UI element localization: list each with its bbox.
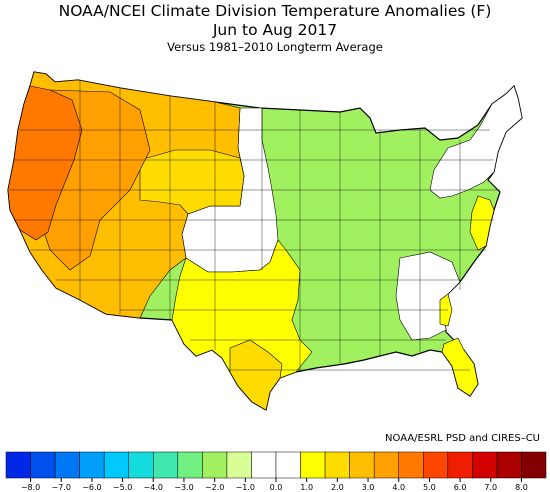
legend-tick-label: 6.0	[453, 483, 467, 492]
legend-tick-label: 0.0	[269, 483, 283, 492]
map-period: Jun to Aug 2017	[212, 21, 338, 39]
legend-tick-label: −5.0	[112, 483, 133, 492]
legend-swatch	[521, 451, 547, 479]
legend-tick-label: −1.0	[235, 483, 256, 492]
legend-swatch	[202, 451, 228, 479]
legend-tick-label: 1.0	[300, 483, 314, 492]
legend-swatch	[226, 451, 252, 479]
region-mid-atlantic-0-1	[469, 195, 495, 251]
legend-swatch	[54, 451, 80, 479]
legend-swatch	[373, 451, 399, 479]
legend-swatch	[177, 451, 203, 479]
legend-tick-label: 3.0	[361, 483, 375, 492]
region-texas-coast-1-2	[229, 339, 283, 411]
legend-tick-label: −8.0	[20, 483, 41, 492]
legend-swatch	[496, 451, 522, 479]
legend-swatch	[251, 451, 277, 479]
legend-tick-label: 8.0	[515, 483, 528, 492]
region-northeast-zero	[429, 85, 523, 199]
legend-tick-label: −3.0	[174, 483, 194, 492]
legend-tick-label: 5.0	[423, 483, 436, 492]
legend-swatch	[79, 451, 105, 479]
legend-swatch	[423, 451, 449, 479]
legend-tick-label: 2.0	[330, 483, 344, 492]
legend-swatch	[398, 451, 424, 479]
legend-swatch	[153, 451, 179, 479]
legend-swatch	[275, 451, 301, 479]
legend-tick-label: −4.0	[143, 483, 163, 492]
division-borders	[10, 80, 500, 371]
map-title: NOAA/NCEI Climate Division Temperature A…	[58, 2, 492, 20]
legend-swatch	[324, 451, 350, 479]
legend-swatch	[472, 451, 498, 479]
map-baseline: Versus 1981–2010 Longterm Average	[167, 40, 383, 54]
region-north-plains-1-2	[139, 149, 245, 215]
legend-swatch	[128, 451, 154, 479]
legend-tick-label: −6.0	[82, 483, 102, 492]
legend-swatch	[103, 451, 129, 479]
legend-tick-label: 7.0	[484, 483, 498, 492]
region-florida-0-1	[441, 337, 479, 397]
legend-swatch	[447, 451, 473, 479]
credit-label: NOAA/ESRL PSD and CIRES–CU	[385, 433, 540, 444]
legend-tick-label: 4.0	[392, 483, 406, 492]
legend-tick-label: −2.0	[204, 483, 225, 492]
legend-swatch	[300, 451, 326, 479]
legend-swatch	[5, 451, 31, 479]
legend-swatch	[349, 451, 375, 479]
region-pacific-coast-4-5	[7, 85, 83, 241]
legend-tick-label: −7.0	[51, 483, 71, 492]
legend-swatch	[30, 451, 56, 479]
